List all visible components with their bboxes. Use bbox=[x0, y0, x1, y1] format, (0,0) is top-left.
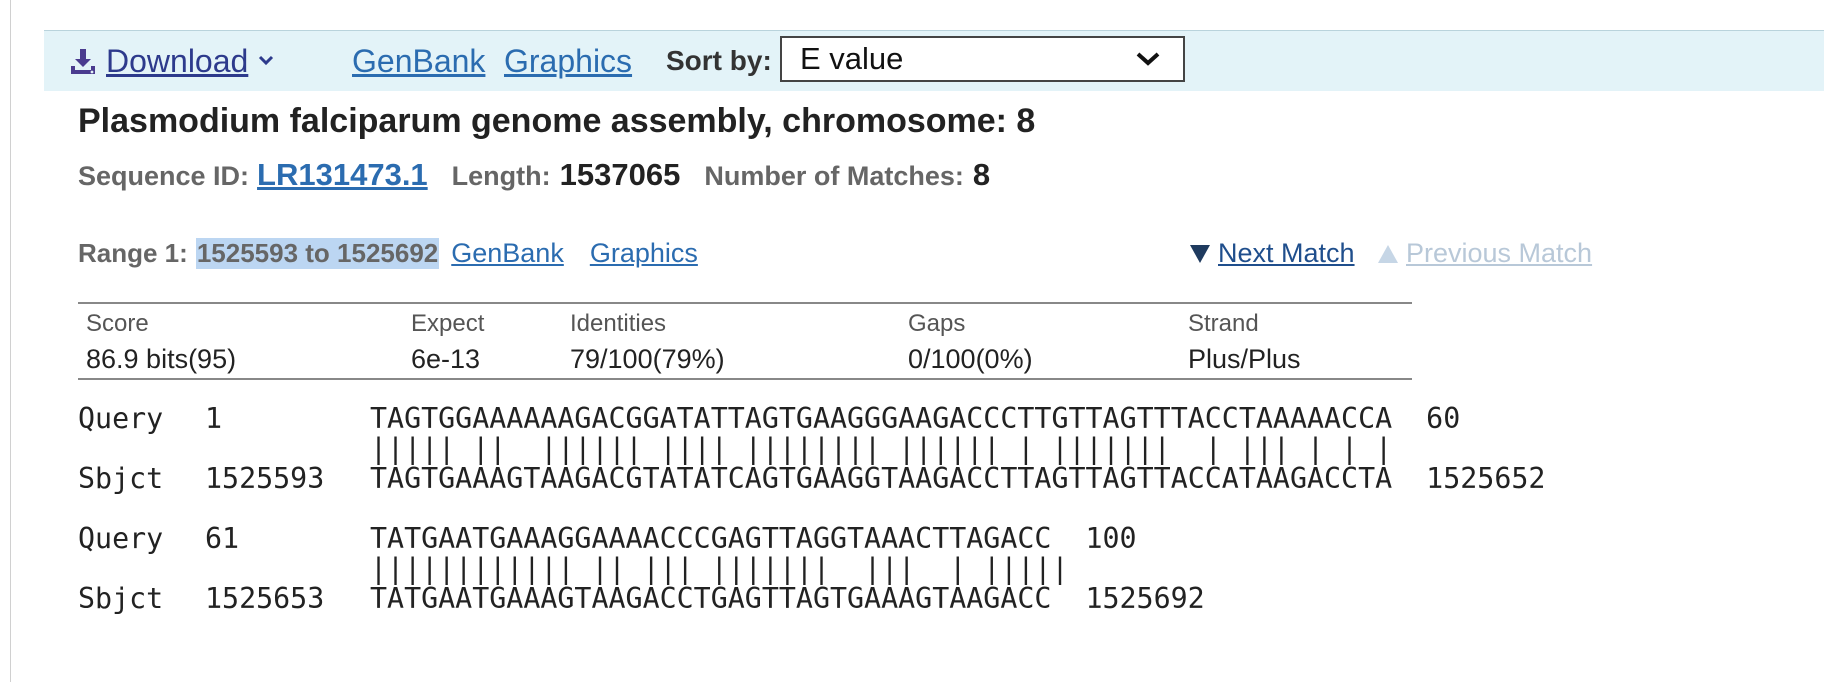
expect-header: Expect bbox=[411, 310, 485, 337]
stat-expect: Expect 6e-13 bbox=[411, 310, 484, 375]
chevron-down-icon bbox=[1136, 52, 1160, 66]
query-sequence: TATGAATGAAAGGAAAACCCGAGTTAGGTAAACTTAGACC bbox=[370, 522, 1052, 555]
matches-value: 8 bbox=[972, 157, 991, 192]
toolbar-genbank-link[interactable]: GenBank bbox=[352, 42, 486, 79]
match-line-2: |||||||||||| || ||| ||||||| ||| | ||||| bbox=[78, 554, 1068, 584]
strand-header: Strand bbox=[1188, 310, 1259, 337]
sbjct-end: 1525652 bbox=[1426, 462, 1546, 495]
sort-by-value: E value bbox=[800, 41, 904, 76]
next-match-link[interactable]: Next Match bbox=[1218, 238, 1355, 268]
sbjct-sequence: TATGAATGAAAGTAAGACCTGAGTTAGTGAAAGTAAGACC bbox=[370, 582, 1052, 615]
strand-value: Plus/Plus bbox=[1188, 344, 1301, 374]
hit-title: Plasmodium falciparum genome assembly, c… bbox=[78, 102, 1036, 140]
gaps-value: 0/100(0%) bbox=[908, 344, 1033, 374]
query-sequence: TAGTGGAAAAAAGACGGATATTAGTGAAGGGAAGACCCTT… bbox=[370, 402, 1393, 435]
sort-by-select[interactable]: E value bbox=[780, 36, 1185, 82]
query-label: Query bbox=[78, 402, 164, 435]
stat-strand: Strand Plus/Plus bbox=[1188, 310, 1301, 375]
sbjct-line-2: Sbjct 1525653 TATGAATGAAAGTAAGACCTGAGTTAGT… bbox=[78, 584, 1205, 614]
triangle-down-icon bbox=[1190, 244, 1210, 263]
hit-metadata: Sequence ID: LR131473.1 Length: 1537065 … bbox=[78, 157, 990, 193]
length-label: Length: bbox=[451, 161, 551, 191]
range-graphics-link[interactable]: Graphics bbox=[589, 238, 698, 268]
match-line-1: ||||| || |||||| |||| |||||||| |||||| | |… bbox=[78, 434, 1392, 464]
match-bars: |||||||||||| || ||| ||||||| ||| | ||||| bbox=[370, 552, 1069, 585]
results-toolbar: Download GenBank Graphics Sort by: E val… bbox=[44, 30, 1824, 91]
previous-match-link[interactable]: Previous Match bbox=[1406, 238, 1593, 268]
range-label: Range 1: bbox=[78, 238, 188, 268]
toolbar-graphics-link[interactable]: Graphics bbox=[504, 42, 633, 79]
left-border bbox=[10, 0, 11, 682]
triangle-up-icon bbox=[1378, 244, 1398, 263]
download-link[interactable]: Download bbox=[106, 42, 249, 79]
stat-score: Score 86.9 bits(95) bbox=[86, 310, 236, 375]
identities-value: 79/100(79%) bbox=[570, 344, 725, 374]
length-value: 1537065 bbox=[559, 157, 681, 192]
query-start: 61 bbox=[205, 522, 240, 555]
query-end: 100 bbox=[1085, 522, 1137, 555]
range-value: 1525593 to 1525692 bbox=[195, 238, 440, 269]
score-value: 86.9 bits(95) bbox=[86, 344, 237, 374]
identities-header: Identities bbox=[570, 310, 667, 337]
sbjct-start: 1525653 bbox=[205, 582, 325, 615]
previous-match-button[interactable]: Previous Match bbox=[1378, 238, 1592, 269]
sbjct-sequence: TAGTGAAAGTAAGACGTATATCAGTGAAGGTAAGACCTTA… bbox=[370, 462, 1393, 495]
alignment-stats: Score 86.9 bits(95) Expect 6e-13 Identit… bbox=[78, 302, 1412, 380]
sbjct-end: 1525692 bbox=[1085, 582, 1205, 615]
score-header: Score bbox=[86, 310, 149, 337]
query-line-2: Query 61 TATGAATGAAAGGAAAACCCGAGTTAGGTAAAC… bbox=[78, 524, 1137, 554]
query-end: 60 bbox=[1426, 402, 1461, 435]
sequence-id-link[interactable]: LR131473.1 bbox=[257, 157, 428, 192]
matches-label: Number of Matches: bbox=[704, 161, 964, 191]
sbjct-label: Sbjct bbox=[78, 462, 164, 495]
query-label: Query bbox=[78, 522, 164, 555]
stat-identities: Identities 79/100(79%) bbox=[570, 310, 725, 375]
sequence-id-label: Sequence ID: bbox=[78, 161, 250, 191]
range-header: Range 1: 1525593 to 1525692 GenBank Grap… bbox=[78, 238, 698, 269]
next-match-button[interactable]: Next Match bbox=[1190, 238, 1355, 269]
sbjct-start: 1525593 bbox=[205, 462, 325, 495]
range-genbank-link[interactable]: GenBank bbox=[451, 238, 564, 268]
download-menu[interactable]: Download bbox=[68, 31, 282, 91]
gaps-header: Gaps bbox=[908, 310, 966, 337]
match-bars: ||||| || |||||| |||| |||||||| |||||| | |… bbox=[370, 432, 1393, 465]
sbjct-line-1: Sbjct 1525593 TAGTGAAAGTAAGACGTATATCAGTGAA… bbox=[78, 464, 1545, 494]
query-start: 1 bbox=[205, 402, 223, 435]
stat-gaps: Gaps 0/100(0%) bbox=[908, 310, 1033, 375]
sort-by-label: Sort by: bbox=[666, 45, 772, 76]
download-icon bbox=[71, 49, 95, 74]
sbjct-label: Sbjct bbox=[78, 582, 164, 615]
chevron-down-icon bbox=[259, 55, 274, 66]
query-line-1: Query 1 TAGTGGAAAAAAGACGGATATTAGTGAAGGGAAG… bbox=[78, 404, 1460, 434]
expect-value: 6e-13 bbox=[411, 344, 481, 374]
